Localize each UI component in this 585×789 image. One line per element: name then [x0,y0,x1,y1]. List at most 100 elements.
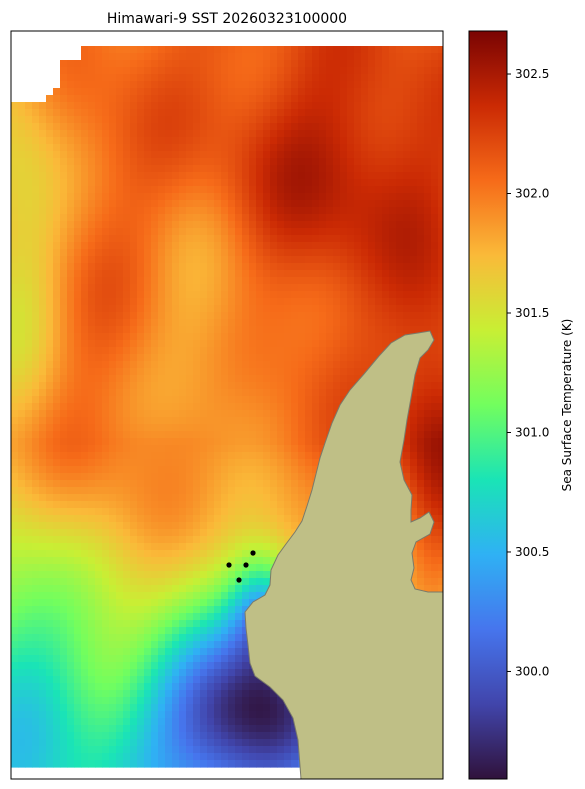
sst-cell [389,137,397,145]
sst-cell [228,417,236,425]
sst-cell [123,151,131,159]
sst-cell [179,564,187,572]
sst-cell [130,179,138,187]
sst-cell [123,347,131,355]
sst-cell [361,200,369,208]
sst-cell [186,172,194,180]
sst-cell [326,179,334,187]
sst-cell [347,123,355,131]
sst-cell [172,81,180,89]
sst-cell [81,319,89,327]
sst-cell [165,403,173,411]
sst-cell [263,403,271,411]
sst-cell [81,557,89,565]
sst-cell [256,200,264,208]
sst-cell [263,116,271,124]
sst-cell [410,494,418,502]
sst-cell [81,368,89,376]
sst-cell [242,319,250,327]
sst-cell [207,137,215,145]
sst-cell [179,613,187,621]
sst-cell [319,396,327,404]
sst-cell [375,256,383,264]
sst-cell [326,298,334,306]
sst-cell [312,137,320,145]
sst-cell [102,347,110,355]
sst-cell [326,396,334,404]
sst-cell [130,249,138,257]
sst-cell [270,249,278,257]
sst-cell [193,403,201,411]
sst-cell [298,480,306,488]
sst-cell [186,319,194,327]
sst-cell [270,172,278,180]
sst-cell [18,326,26,334]
sst-cell [60,578,68,586]
sst-cell [298,81,306,89]
sst-cell [221,116,229,124]
sst-cell [60,200,68,208]
sst-cell [242,585,250,593]
sst-cell [340,242,348,250]
sst-cell [18,340,26,348]
sst-cell [291,452,299,460]
sst-cell [102,613,110,621]
sst-cell [151,368,159,376]
sst-cell [109,431,117,439]
sst-cell [242,326,250,334]
sst-cell [60,263,68,271]
sst-cell [102,389,110,397]
sst-cell [214,242,222,250]
sst-cell [11,613,19,621]
sst-cell [46,263,54,271]
sst-cell [235,242,243,250]
sst-cell [298,60,306,68]
sst-cell [277,256,285,264]
sst-cell [18,529,26,537]
sst-cell [165,109,173,117]
sst-cell [158,452,166,460]
sst-cell [221,368,229,376]
sst-cell [396,298,404,306]
sst-cell [179,291,187,299]
sst-cell [270,81,278,89]
sst-cell [270,270,278,278]
sst-cell [11,571,19,579]
sst-cell [235,165,243,173]
sst-cell [60,557,68,565]
sst-cell [123,319,131,327]
sst-cell [221,291,229,299]
sst-cell [354,109,362,117]
sst-cell [256,445,264,453]
sst-cell [88,389,96,397]
sst-cell [207,578,215,586]
sst-cell [410,263,418,271]
sst-cell [165,193,173,201]
sst-cell [123,305,131,313]
sst-cell [137,200,145,208]
sst-cell [11,557,19,565]
sst-cell [102,60,110,68]
sst-cell [144,151,152,159]
sst-cell [340,88,348,96]
sst-cell [144,361,152,369]
sst-cell [123,326,131,334]
sst-cell [396,221,404,229]
sst-cell [186,438,194,446]
sst-cell [158,522,166,530]
sst-cell [417,557,425,565]
sst-cell [417,207,425,215]
sst-cell [249,382,257,390]
sst-cell [102,382,110,390]
sst-cell [207,102,215,110]
sst-cell [368,270,376,278]
sst-cell [200,438,208,446]
sst-cell [438,361,443,369]
sst-cell [25,207,33,215]
sst-cell [333,263,341,271]
sst-cell [116,424,124,432]
sst-cell [298,298,306,306]
sst-cell [18,333,26,341]
sst-cell [165,249,173,257]
sst-cell [109,410,117,418]
